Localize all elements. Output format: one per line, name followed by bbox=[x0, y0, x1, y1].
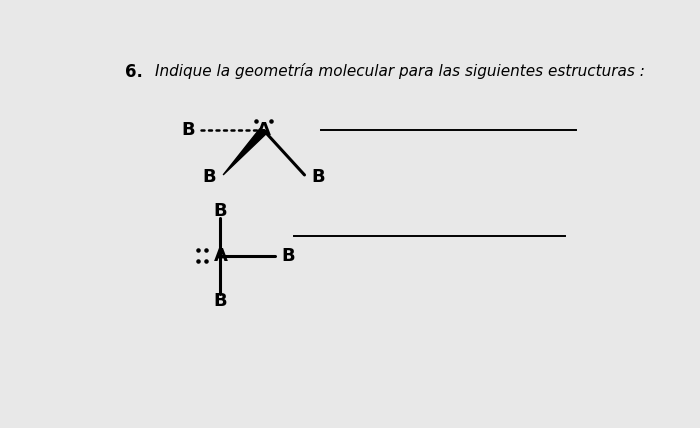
Text: A: A bbox=[214, 247, 228, 265]
Text: A: A bbox=[257, 122, 271, 140]
Text: B: B bbox=[281, 247, 295, 265]
Text: B: B bbox=[181, 122, 195, 140]
Text: 6.: 6. bbox=[125, 63, 144, 81]
Text: B: B bbox=[214, 292, 228, 310]
Text: B: B bbox=[214, 202, 228, 220]
Text: B: B bbox=[312, 168, 325, 186]
Text: B: B bbox=[203, 168, 216, 186]
Polygon shape bbox=[223, 129, 268, 175]
Text: Indique la geometría molecular para las siguientes estructuras :: Indique la geometría molecular para las … bbox=[155, 63, 645, 79]
